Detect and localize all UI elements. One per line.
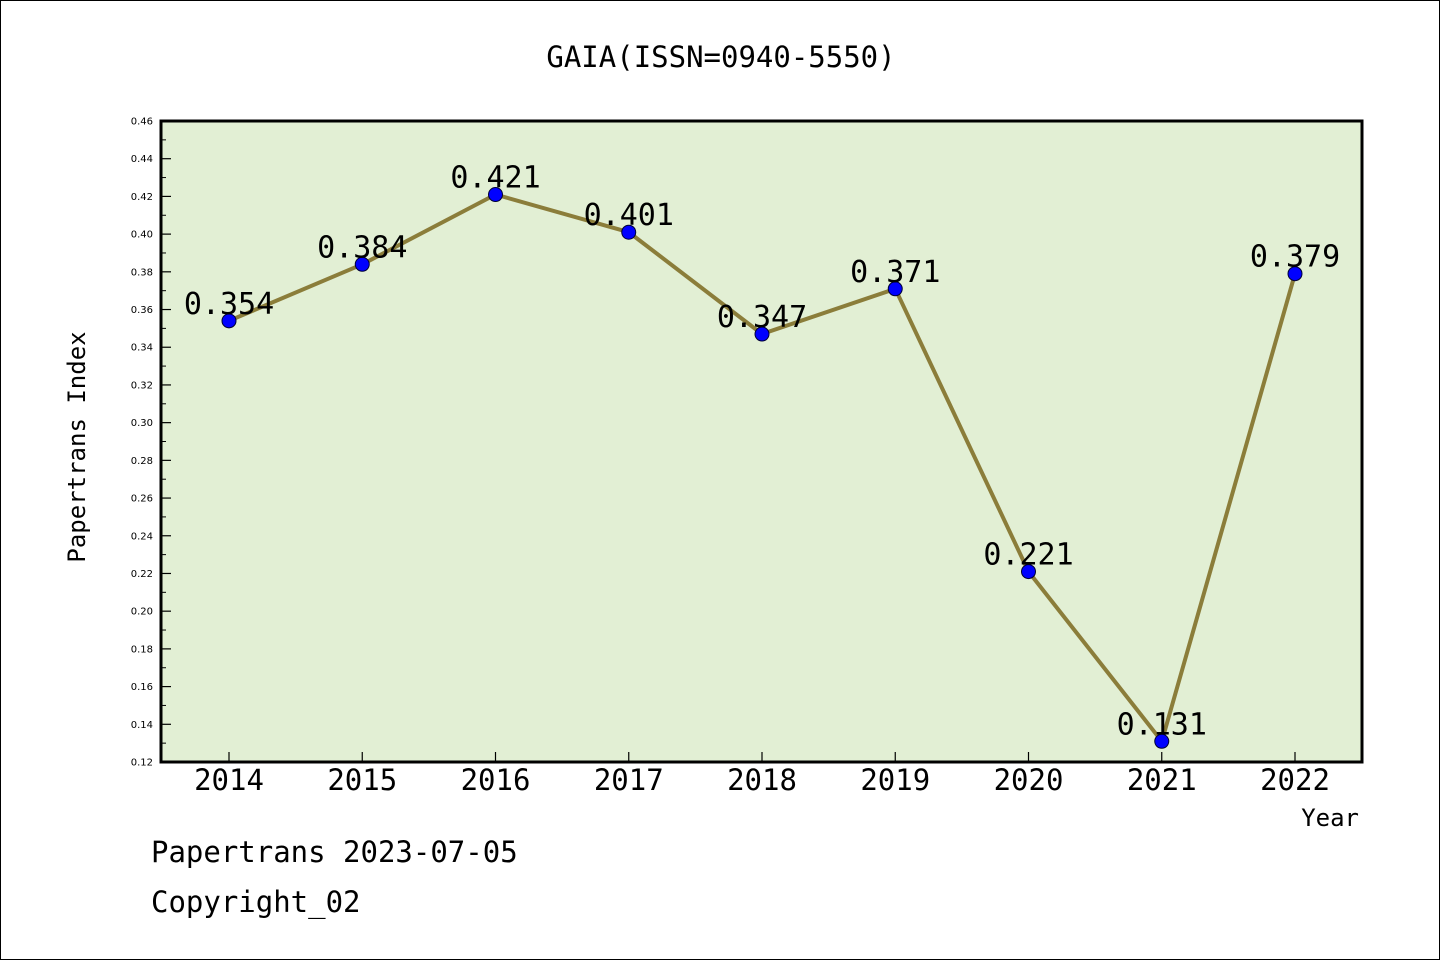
- series-markers: [221, 187, 1303, 749]
- plot-area: [159, 119, 1364, 764]
- x-tick-label: 2020: [994, 763, 1064, 797]
- data-label: 0.401: [584, 198, 674, 233]
- y-tick-label: 0.20: [131, 607, 153, 618]
- y-tick-label: 0.16: [131, 682, 153, 693]
- y-tick-label: 0.38: [131, 267, 153, 278]
- data-point: [354, 256, 370, 272]
- data-label: 0.384: [317, 230, 407, 265]
- x-tick-label: 2019: [860, 763, 930, 797]
- data-point: [221, 313, 237, 329]
- y-tick-label: 0.28: [131, 456, 153, 467]
- y-tick-label: 0.34: [131, 343, 153, 354]
- x-tick-label: 2016: [461, 763, 531, 797]
- x-tick-label: 2021: [1127, 763, 1197, 797]
- x-tick-label: 2022: [1260, 763, 1330, 797]
- data-label: 0.221: [983, 538, 1073, 573]
- y-tick-label: 0.32: [131, 380, 153, 391]
- x-tick-label: 2018: [727, 763, 797, 797]
- x-axis-label: Year: [1301, 804, 1359, 832]
- chart-title: GAIA(ISSN=0940-5550): [546, 40, 895, 74]
- y-tick-label: 0.44: [131, 154, 153, 165]
- data-label: 0.379: [1250, 240, 1340, 275]
- y-tick-label: 0.24: [131, 531, 153, 542]
- data-label: 0.131: [1117, 707, 1207, 742]
- data-label: 0.354: [184, 287, 274, 322]
- data-point: [621, 224, 637, 240]
- data-point: [887, 281, 903, 297]
- y-tick-label: 0.42: [131, 192, 153, 203]
- x-tick-label: 2017: [594, 763, 664, 797]
- footer-date: Papertrans 2023-07-05: [151, 835, 518, 869]
- data-label: 0.347: [717, 300, 807, 335]
- y-axis: 0.12 0.14 0.16 0.18 0.20 0.22 0.24 0.26 0.28 0.30…: [131, 117, 171, 769]
- y-tick-label: 0.46: [131, 117, 153, 128]
- data-point: [1154, 733, 1170, 749]
- data-point: [488, 187, 503, 203]
- data-label: 0.371: [850, 255, 940, 290]
- y-tick-label: 0.18: [131, 644, 153, 655]
- data-point: [754, 326, 770, 342]
- y-tick-label: 0.36: [131, 305, 153, 316]
- y-axis-label: Papertrans Index: [63, 331, 91, 562]
- footer-copyright: Copyright_02: [151, 885, 361, 919]
- data-label: 0.421: [450, 161, 540, 196]
- y-tick-label: 0.22: [131, 569, 153, 580]
- x-tick-label: 2015: [327, 763, 397, 797]
- y-tick-label: 0.30: [131, 418, 153, 429]
- y-tick-label: 0.12: [131, 758, 153, 769]
- x-tick-label: 2014: [194, 763, 264, 797]
- x-axis: 2014 2015 2016 2017 2018 2019 2020 2021 2022: [194, 752, 1330, 797]
- data-point: [1287, 266, 1303, 282]
- data-point: [1021, 564, 1036, 580]
- y-tick-label: 0.26: [131, 494, 153, 505]
- data-labels: 0.354 0.384 0.421 0.401 0.347 0.371 0.221 0.131…: [184, 161, 1340, 743]
- y-tick-label: 0.14: [131, 720, 153, 731]
- y-tick-label: 0.40: [131, 230, 153, 241]
